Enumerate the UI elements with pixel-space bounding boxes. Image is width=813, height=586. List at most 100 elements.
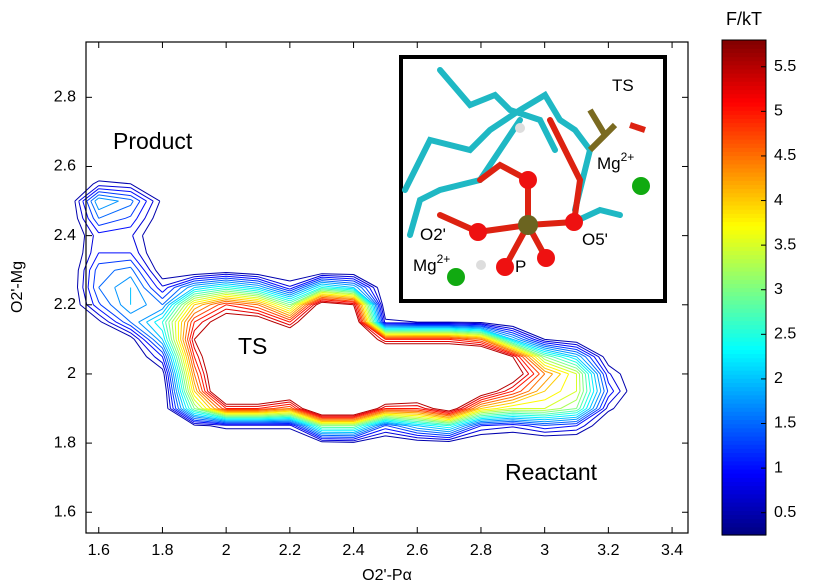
colorbar-slice [722,205,766,210]
annotation: TS [238,333,267,359]
colorbar-slice [722,465,766,470]
colorbar-slice [722,57,766,62]
colorbar-tick-label: 2.5 [774,326,796,343]
colorbar-slice [722,304,766,309]
colorbar-slice [722,189,766,194]
inset-label-text: TS [612,76,634,95]
colorbar-slice [722,510,766,515]
colorbar-slice [722,263,766,268]
atom-o [469,223,487,241]
colorbar-slice [722,428,766,433]
annotation: Product [113,128,193,154]
colorbar-slice [722,275,766,280]
inset-label-text: Mg [597,154,621,173]
colorbar-tick-label: 2 [774,370,783,387]
colorbar-tick-label: 4.5 [774,147,796,164]
colorbar-slice [722,354,766,359]
atom-o [565,213,583,231]
colorbar-tick-label: 0.5 [774,504,796,521]
colorbar-slice [722,209,766,214]
colorbar-slice [722,267,766,272]
colorbar-slice [722,453,766,458]
inset-label-text: Mg [413,256,437,275]
colorbar-slice [722,106,766,111]
inset-label: TS [612,76,634,95]
colorbar-slice [722,172,766,177]
colorbar-slice [722,436,766,441]
colorbar-tick-label: 4 [774,192,783,209]
colorbar-slice [722,139,766,144]
colorbar-slice [722,110,766,115]
colorbar-slice [722,341,766,346]
colorbar-slice [722,271,766,276]
colorbar-slice [722,127,766,132]
colorbar-slice [722,143,766,148]
colorbar-slice [722,461,766,466]
colorbar-slice [722,156,766,161]
atom-o [537,249,555,267]
colorbar-slice [722,300,766,305]
colorbar-slice [722,481,766,486]
colorbar-slice [722,44,766,49]
inset-label-text: O5' [582,230,608,249]
colorbar-slice [722,193,766,198]
colorbar-slice [722,502,766,507]
y-axis-label: O2'-Mg [9,261,26,313]
colorbar-slice [722,283,766,288]
colorbar-slice [722,316,766,321]
colorbar-slice [722,250,766,255]
colorbar-tick-label: 5 [774,103,783,120]
colorbar-slice [722,176,766,181]
colorbar-slice [722,213,766,218]
colorbar-slice [722,424,766,429]
x-tick-label: 2.6 [406,542,428,559]
colorbar-slice [722,370,766,375]
colorbar-slice [722,259,766,264]
colorbar-slice [722,490,766,495]
y-tick-label: 2.4 [54,227,76,244]
colorbar-slice [722,77,766,82]
y-tick-label: 2.2 [54,296,76,313]
colorbar-slice [722,494,766,499]
colorbar-slice [722,399,766,404]
colorbar-slice [722,308,766,313]
colorbar-slice [722,349,766,354]
colorbar-slice [722,288,766,293]
colorbar-tick-label: 1.5 [774,415,796,432]
colorbar-tick-label: 5.5 [774,58,796,75]
colorbar-slice [722,498,766,503]
colorbar-slice [722,374,766,379]
colorbar-slice [722,217,766,222]
colorbar-slice [722,395,766,400]
atom-o [496,258,514,276]
colorbar-slice [722,477,766,482]
inset-label: O5' [582,230,608,249]
colorbar-slice [722,40,766,45]
colorbar-slice [722,519,766,524]
y-tick-label: 2.8 [54,89,76,106]
colorbar-slice [722,168,766,173]
colorbar-slice [722,123,766,128]
x-tick-label: 3 [540,542,549,559]
colorbar-slice [722,242,766,247]
colorbar-tick-label: 3.5 [774,236,796,253]
colorbar-tick-label: 3 [774,281,783,298]
colorbar-slice [722,527,766,532]
x-tick-label: 2.4 [342,542,364,559]
colorbar-slice [722,440,766,445]
x-tick-label: 2.8 [470,542,492,559]
x-tick-label: 3.2 [597,542,619,559]
colorbar-slice [722,523,766,528]
colorbar-slice [722,448,766,453]
colorbar-slice [722,52,766,57]
colorbar-slice [722,81,766,86]
colorbar-slice [722,296,766,301]
colorbar-slice [722,85,766,90]
colorbar-slice [722,197,766,202]
colorbar-slice [722,160,766,165]
colorbar-slice [722,345,766,350]
colorbar-slice [722,238,766,243]
colorbar-slice [722,246,766,251]
colorbar-slice [722,420,766,425]
y-tick-label: 1.6 [54,503,76,520]
